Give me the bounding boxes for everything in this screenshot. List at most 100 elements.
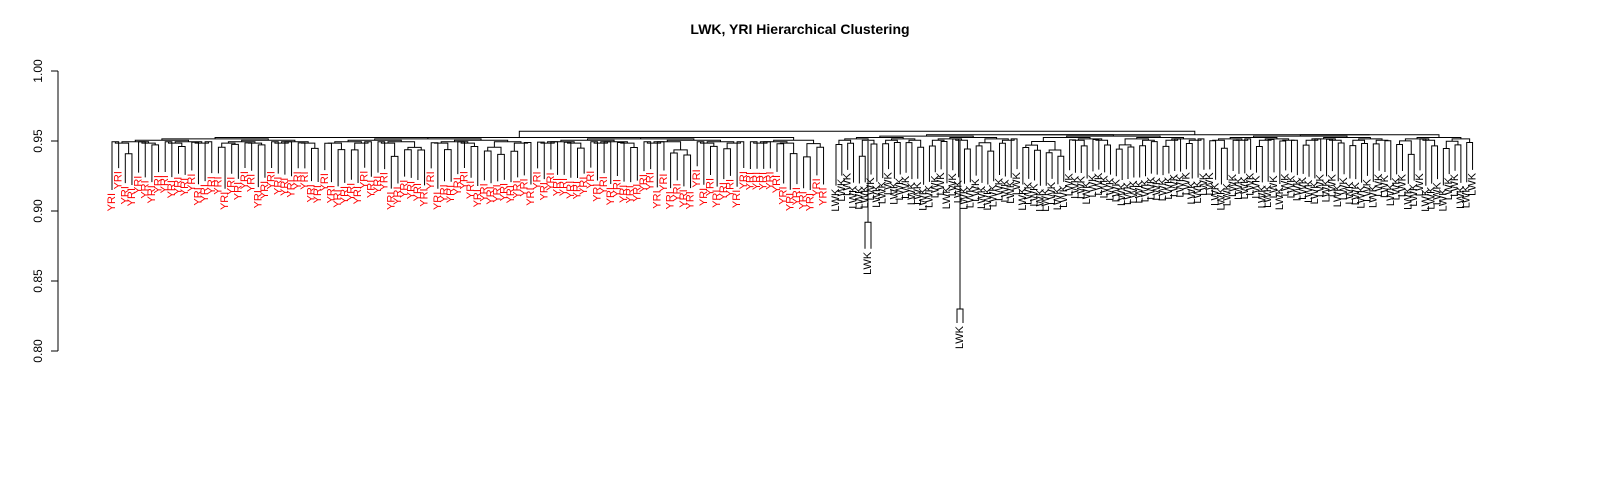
dendrogram-branch xyxy=(377,141,386,173)
leaf-label: YRI xyxy=(611,179,623,197)
dendrogram-branch xyxy=(138,141,146,178)
leaf-label: LWK xyxy=(1034,188,1046,212)
leaf-label: LWK xyxy=(1151,177,1163,201)
dendrogram-branch xyxy=(779,142,795,154)
leaf-label: YRI xyxy=(711,190,723,208)
leaf-label: LWK xyxy=(1286,175,1298,199)
dendrogram-branch xyxy=(1124,138,1149,145)
leaf-label: YRI xyxy=(778,186,790,204)
dendrogram-branch xyxy=(643,141,652,172)
dendrogram-branch xyxy=(803,156,811,190)
leaf-label: LWK xyxy=(1023,181,1035,205)
leaf-label: LWK xyxy=(1104,177,1116,201)
leaf-label: LWK xyxy=(1455,185,1467,209)
dendrogram-branch xyxy=(311,147,319,183)
dendrogram-branch xyxy=(978,142,992,152)
leaf-label: LWK xyxy=(1274,186,1286,210)
dendrogram-branch xyxy=(1399,140,1412,155)
leaf-label: LWK xyxy=(1110,179,1122,203)
leaf-label: YRI xyxy=(565,181,577,199)
leaf-label: LWK xyxy=(923,184,935,208)
dendrogram-branch xyxy=(1445,140,1459,149)
dendrogram-branch xyxy=(1302,144,1310,177)
leaf-label: LWK xyxy=(1443,177,1455,201)
dendrogram-branch xyxy=(905,142,913,180)
leaf-label: LWK xyxy=(1332,184,1344,208)
leaf-label: LWK xyxy=(1280,173,1292,197)
leaf-label: YRI xyxy=(239,171,251,189)
dendrogram-branch xyxy=(864,221,872,249)
y-tick-label: 0.90 xyxy=(31,199,45,223)
leaf-label: YRI xyxy=(425,171,437,189)
dendrogram-branch xyxy=(407,146,422,151)
leaf-label: YRI xyxy=(492,184,504,202)
dendrogram-branch xyxy=(178,146,186,175)
y-tick-label: 0.85 xyxy=(31,269,45,293)
dendrogram-branch xyxy=(244,142,253,171)
leaf-label: LWK xyxy=(954,325,966,349)
y-tick-label: 0.95 xyxy=(31,129,45,153)
dendrogram-branch xyxy=(301,142,316,149)
leaf-label: YRI xyxy=(332,189,344,207)
leaf-label: LWK xyxy=(842,172,854,196)
leaf-label: LWK xyxy=(1169,173,1181,197)
leaf-label: YRI xyxy=(439,184,451,202)
dendrogram-branch xyxy=(683,154,692,189)
dendrogram-branch xyxy=(870,143,878,182)
leaf-label: LWK xyxy=(859,185,871,209)
leaf-label: YRI xyxy=(272,177,284,195)
dendrogram-branch xyxy=(1349,145,1357,180)
dendrogram-branch xyxy=(1150,141,1158,175)
leaf-label: YRI xyxy=(292,171,304,189)
leaf-label: LWK xyxy=(1344,181,1356,205)
leaf-label: YRI xyxy=(445,185,457,203)
dendrogram-branch xyxy=(723,148,731,180)
leaf-label: YRI xyxy=(518,178,530,196)
leaf-label: YRI xyxy=(744,172,756,190)
leaf-label: YRI xyxy=(798,191,810,209)
leaf-label: YRI xyxy=(552,178,564,196)
leaf-label: YRI xyxy=(591,184,603,202)
leaf-label: YRI xyxy=(385,192,397,210)
leaf-label: YRI xyxy=(618,185,630,203)
leaf-label: YRI xyxy=(651,190,663,208)
leaf-label: LWK xyxy=(871,184,883,208)
leaf-label: LWK xyxy=(1134,180,1146,204)
dendrogram-branch xyxy=(221,142,236,148)
dendrogram-branch xyxy=(1095,139,1109,146)
leaf-label: LWK xyxy=(929,175,941,199)
leaf-label: LWK xyxy=(1402,186,1414,210)
leaf-label: LWK xyxy=(1321,179,1333,203)
leaf-label: YRI xyxy=(631,184,643,202)
leaf-label: YRI xyxy=(179,178,191,196)
leaf-label: LWK xyxy=(994,177,1006,201)
leaf-label: YRI xyxy=(472,189,484,207)
dendrogram-branch xyxy=(497,153,505,182)
dendrogram-branch xyxy=(917,146,925,185)
dendrogram-branch xyxy=(806,143,821,157)
leaf-label: YRI xyxy=(705,178,717,196)
leaf-label: LWK xyxy=(1250,175,1262,199)
leaf-label: YRI xyxy=(252,190,264,208)
leaf-label: LWK xyxy=(1011,171,1023,195)
leaf-label: LWK xyxy=(894,177,906,201)
leaf-label: LWK xyxy=(1069,175,1081,199)
leaf-label: LWK xyxy=(1029,183,1041,207)
leaf-label: LWK xyxy=(1426,186,1438,210)
leaf-label: YRI xyxy=(339,186,351,204)
leaf-label: LWK xyxy=(1058,184,1070,208)
dendrogram-branch xyxy=(955,139,968,150)
leaf-label: LWK xyxy=(1064,173,1076,197)
leaf-label: YRI xyxy=(359,171,371,189)
leaf-label: YRI xyxy=(312,185,324,203)
leaf-label: YRI xyxy=(458,171,470,189)
leaf-label: YRI xyxy=(226,177,238,195)
leaf-label: YRI xyxy=(345,183,357,201)
leaf-label: LWK xyxy=(964,185,976,209)
dendrogram-branch xyxy=(114,141,130,154)
leaf-label: LWK xyxy=(862,251,874,275)
leaf-label: YRI xyxy=(505,185,517,203)
leaf-label: YRI xyxy=(751,172,763,190)
dendrogram-branch xyxy=(1220,147,1228,185)
leaf-label: LWK xyxy=(836,178,848,202)
